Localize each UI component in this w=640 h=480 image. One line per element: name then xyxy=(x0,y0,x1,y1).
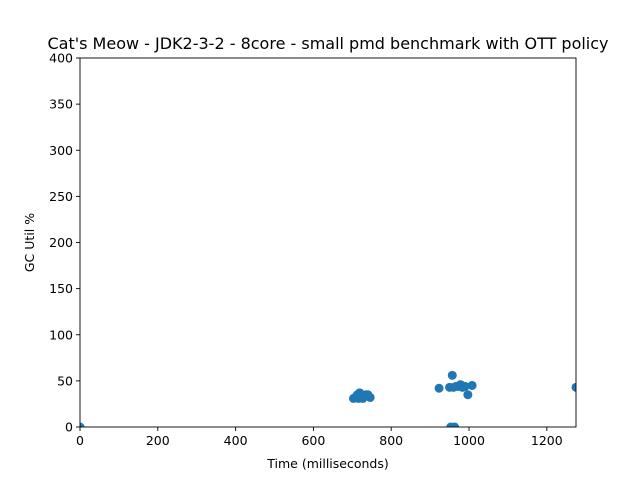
y-axis-label: GC Util % xyxy=(22,213,37,272)
x-tick-label-0: 0 xyxy=(76,433,84,448)
data-point-17 xyxy=(450,422,460,427)
x-tick-label-4: 800 xyxy=(379,433,403,448)
plot-frame xyxy=(79,57,577,428)
data-point-0 xyxy=(80,422,85,427)
data-points xyxy=(80,370,576,427)
data-point-12 xyxy=(434,383,444,393)
data-point-22 xyxy=(460,381,470,391)
x-tick-label-6: 1200 xyxy=(531,433,563,448)
y-tick-label-2: 100 xyxy=(49,327,73,342)
y-tick-label-5: 250 xyxy=(49,189,73,204)
x-axis-label: Time (milliseconds) xyxy=(266,456,388,471)
data-point-24 xyxy=(467,380,477,390)
y-tick-label-3: 150 xyxy=(49,281,73,296)
chart-title: Cat's Meow - JDK2-3-2 - 8core - small pm… xyxy=(47,34,608,53)
data-point-11 xyxy=(365,392,375,402)
data-point-25 xyxy=(571,382,576,392)
y-tick-label-4: 200 xyxy=(49,235,73,250)
data-point-15 xyxy=(447,370,457,380)
y-tick-label-8: 400 xyxy=(49,51,73,66)
x-tick-label-2: 400 xyxy=(224,433,248,448)
x-axis: 0 200 400 600 800 1000 1200 xyxy=(76,427,563,448)
x-tick-label-5: 1000 xyxy=(453,433,485,448)
data-point-23 xyxy=(463,390,473,400)
x-tick-label-3: 600 xyxy=(301,433,325,448)
x-tick-label-1: 200 xyxy=(146,433,170,448)
y-tick-label-6: 300 xyxy=(49,143,73,158)
y-tick-label-0: 0 xyxy=(65,420,73,435)
y-axis: 0 50 100 150 200 250 300 350 400 xyxy=(49,51,80,435)
y-tick-label-7: 350 xyxy=(49,97,73,112)
y-tick-label-1: 50 xyxy=(57,373,73,388)
